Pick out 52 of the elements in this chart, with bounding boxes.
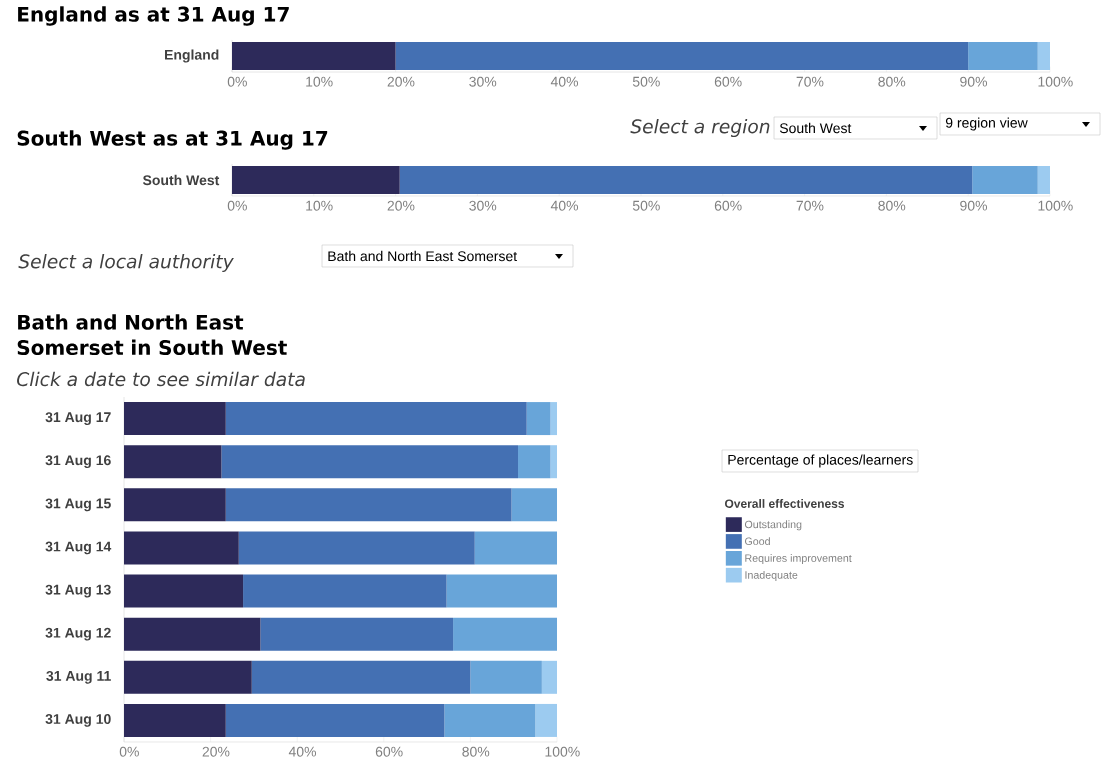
x-tick-label: 90%	[960, 76, 988, 87]
y-tick-label: 31 Aug 17	[45, 412, 111, 425]
x-tick-label: 20%	[387, 200, 415, 211]
x-tick-label: 90%	[960, 200, 988, 211]
legend-label: Inadequate	[745, 570, 798, 581]
x-tick-label: 100%	[545, 746, 580, 757]
annotation: 9 region view	[945, 117, 1028, 131]
legend-title: Overall effectiveness	[724, 499, 845, 508]
chart-title: South West as at 31 Aug 17	[17, 130, 328, 150]
legend-label: Outstanding	[744, 520, 802, 531]
y-tick-label: 31 Aug 13	[45, 584, 111, 598]
y-tick-label: 31 Aug 16	[45, 455, 111, 469]
x-tick-label: 0%	[227, 200, 247, 211]
x-tick-label: 0%	[119, 746, 139, 757]
chart-subtitle: Click a date to see similar data	[17, 371, 305, 387]
x-tick-label: 100%	[1038, 76, 1073, 87]
x-tick-label: 40%	[288, 746, 317, 757]
x-tick-label: 70%	[796, 76, 824, 87]
y-tick-label: 31 Aug 15	[45, 498, 111, 512]
x-tick-label: 20%	[202, 746, 230, 757]
y-tick-label: 31 Aug 11	[46, 670, 111, 684]
x-tick-label: 80%	[462, 746, 490, 757]
legend-label: Requires improvement	[745, 554, 852, 565]
x-tick-label: 10%	[306, 200, 333, 211]
x-tick-label: 50%	[632, 200, 660, 211]
x-tick-label: 100%	[1038, 200, 1073, 211]
x-tick-label: 40%	[550, 76, 579, 87]
x-tick-label: 60%	[714, 76, 742, 87]
x-tick-label: 30%	[469, 200, 497, 211]
x-tick-label: 60%	[375, 746, 403, 757]
annotation: Select a region	[630, 118, 770, 138]
x-tick-label: 0%	[227, 76, 247, 87]
y-tick-label: England	[165, 49, 219, 63]
x-tick-label: 70%	[796, 200, 824, 211]
text: Bath and North East Somerset	[328, 250, 518, 262]
text: Select a local authority	[18, 253, 234, 273]
y-tick-label: 31 Aug 12	[45, 627, 111, 641]
text: South West	[142, 174, 220, 186]
x-tick-label: 30%	[469, 76, 497, 87]
x-tick-label: 60%	[714, 200, 742, 211]
x-tick-label: 10%	[306, 76, 333, 87]
x-tick-label: 80%	[878, 200, 906, 211]
y-tick-label: 31 Aug 14	[45, 541, 112, 555]
x-tick-label: 40%	[550, 200, 579, 211]
y-tick-label: 31 Aug 10	[45, 714, 111, 727]
x-tick-label: 20%	[387, 76, 415, 87]
x-tick-label: 50%	[632, 76, 660, 87]
chart-title: Bath and North East Somerset in South West	[17, 314, 287, 356]
chart-title: England as at 31 Aug 17	[18, 6, 289, 26]
legend-label: Good	[745, 537, 770, 546]
x-tick-label: 80%	[878, 76, 906, 87]
text: Percentage of places/learners	[728, 454, 913, 468]
